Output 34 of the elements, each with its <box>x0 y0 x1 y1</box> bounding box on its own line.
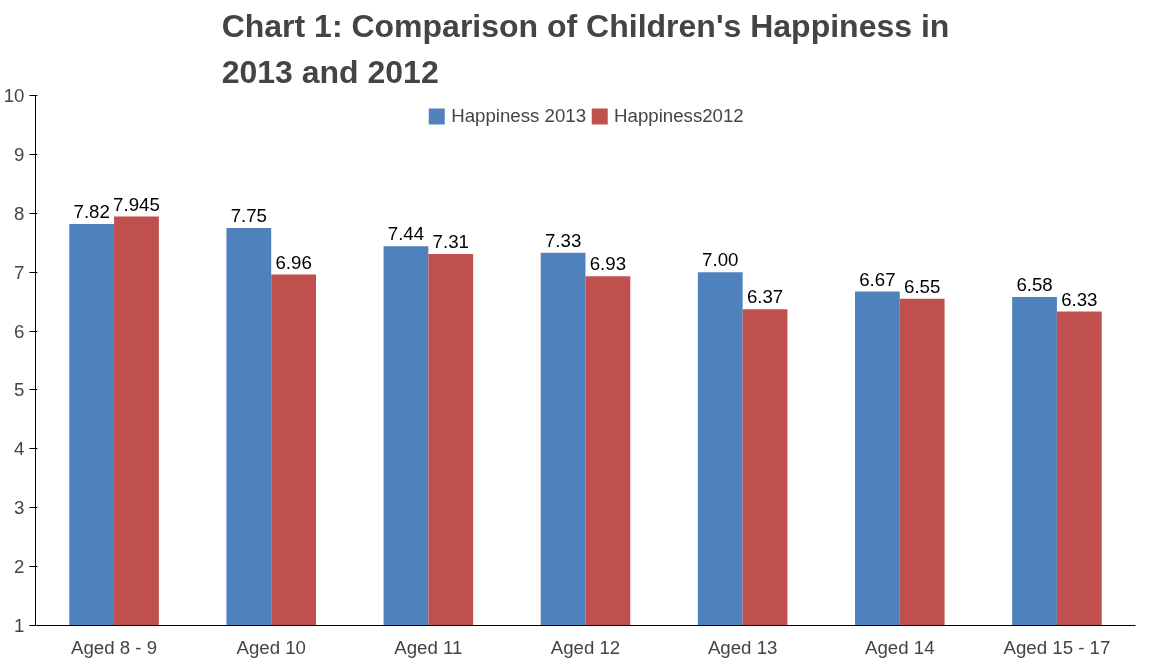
x-tick-label: Aged 10 <box>236 636 306 658</box>
x-tick-label: Aged 13 <box>707 636 778 658</box>
data-label: 7.44 <box>387 223 425 245</box>
data-label: 7.00 <box>702 249 739 271</box>
y-tick-label: 9 <box>14 143 25 165</box>
y-tick-label: 2 <box>14 556 25 578</box>
legend-label: Happiness 2013 <box>451 105 587 127</box>
y-tick-label: 7 <box>14 261 25 283</box>
x-tick-label: Aged 15 - 17 <box>1003 636 1111 658</box>
data-label: 6.93 <box>589 253 627 275</box>
y-tick-label: 6 <box>14 320 25 342</box>
y-tick-label: 8 <box>14 202 25 224</box>
data-label: 7.945 <box>113 193 160 215</box>
data-label: 6.96 <box>275 251 312 273</box>
data-label: 6.58 <box>1016 273 1053 295</box>
x-tick-label: Aged 14 <box>865 636 935 658</box>
data-label: 7.75 <box>230 205 267 226</box>
y-tick-label: 10 <box>3 85 25 106</box>
x-tick-label: Aged 12 <box>550 636 621 658</box>
data-label: 7.82 <box>73 200 110 222</box>
x-tick-label: Aged 8 - 9 <box>71 636 158 658</box>
y-tick-label: 1 <box>14 615 25 636</box>
y-tick-label: 5 <box>14 379 25 401</box>
y-tick-label: 4 <box>14 438 25 460</box>
data-label: 7.33 <box>544 229 582 251</box>
legend-label: Happiness2012 <box>614 105 744 127</box>
data-label: 6.55 <box>904 275 941 297</box>
y-tick-label: 3 <box>14 497 25 519</box>
data-label: 7.31 <box>432 230 469 252</box>
x-tick-label: Aged 11 <box>394 636 463 658</box>
data-label: 6.33 <box>1061 288 1098 310</box>
data-label: 6.67 <box>859 268 896 290</box>
data-label: 6.37 <box>746 286 784 308</box>
chart-title: Chart 1: Comparison of Children's Happiness in 2013 and 2012 <box>221 7 950 91</box>
